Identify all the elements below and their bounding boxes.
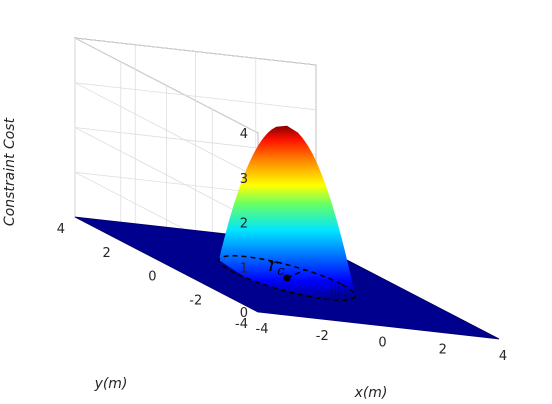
z-tick-label: 1 bbox=[240, 261, 248, 276]
grid-line-z bbox=[74, 82, 317, 179]
cost-surface bbox=[218, 125, 356, 301]
x-tick-label: 4 bbox=[499, 349, 507, 364]
grid-line-z bbox=[74, 37, 317, 134]
x-tick-label: -2 bbox=[316, 329, 329, 344]
y-tick-label: 4 bbox=[57, 222, 65, 237]
z-tick-label: 0 bbox=[240, 306, 248, 321]
rc-subscript: c bbox=[277, 264, 285, 279]
grid-line-z bbox=[74, 127, 317, 223]
z-axis-label: Constraint Cost bbox=[2, 117, 18, 226]
x-tick-label: 2 bbox=[439, 342, 447, 357]
y-tick-label: -2 bbox=[189, 293, 202, 308]
radius-annotation: rc bbox=[218, 254, 356, 301]
y-tick-label: -4 bbox=[235, 317, 248, 332]
x-tick-label: -4 bbox=[256, 322, 269, 337]
center-dot bbox=[283, 274, 291, 282]
z-tick-label: 4 bbox=[240, 127, 248, 142]
z-tick-label: 2 bbox=[240, 217, 248, 232]
x-axis-label: x(m) bbox=[354, 385, 388, 401]
base-circle-dashed bbox=[218, 255, 356, 301]
y-tick-label: 0 bbox=[148, 270, 156, 285]
tick-labels: 0 1 2 3 4 -4 -2 0 2 4 -4 -2 0 2 4 bbox=[57, 127, 507, 364]
y-axis-label: y(m) bbox=[94, 376, 128, 392]
z-tick-label: 3 bbox=[240, 172, 248, 187]
y-tick-label: 2 bbox=[102, 246, 110, 261]
x-tick-label: 0 bbox=[378, 336, 386, 351]
surface-body bbox=[218, 125, 356, 301]
